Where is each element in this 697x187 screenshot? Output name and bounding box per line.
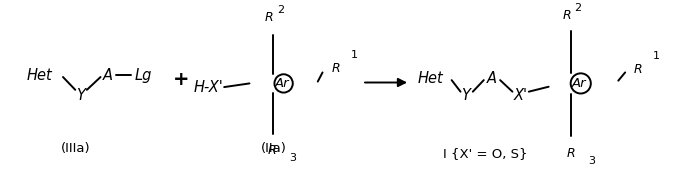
Text: R: R [268,144,276,157]
Text: R: R [567,147,576,160]
Text: (IIa): (IIa) [261,142,286,155]
Text: H-X': H-X' [194,80,223,95]
Text: Y: Y [461,88,470,103]
Text: 1: 1 [351,50,358,60]
Text: X': X' [514,88,528,103]
Text: Het: Het [27,68,53,83]
Text: I {X' = O, S}: I {X' = O, S} [443,147,528,160]
Text: Y: Y [75,88,84,103]
Text: Het: Het [418,71,443,86]
Text: +: + [173,70,190,89]
Text: Ar: Ar [274,77,289,90]
Text: 2: 2 [277,5,284,15]
Text: 1: 1 [653,50,660,61]
Text: R: R [634,63,643,76]
Text: R: R [332,62,340,75]
Text: R: R [562,9,571,22]
Text: (IIIa): (IIIa) [61,142,90,155]
Text: 2: 2 [574,3,582,13]
Text: Lg: Lg [135,68,152,83]
Text: A: A [487,71,497,86]
Text: 3: 3 [588,156,595,166]
Text: 3: 3 [289,153,296,163]
Text: Ar: Ar [572,77,586,90]
Text: A: A [103,68,113,83]
Text: R: R [265,11,273,24]
